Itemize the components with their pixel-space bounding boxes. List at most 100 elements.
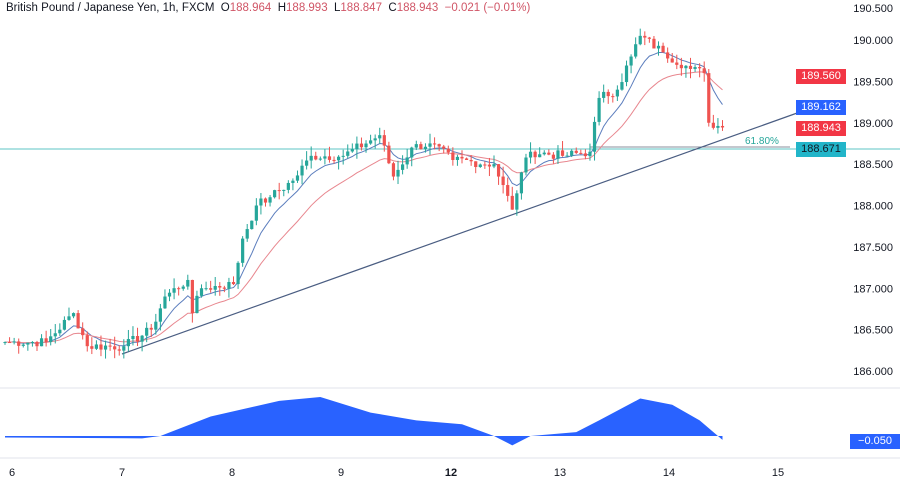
candle-body — [405, 157, 409, 165]
candle-body — [282, 189, 286, 191]
candle-body — [62, 319, 67, 330]
candle-body — [186, 279, 190, 287]
candle-body — [94, 344, 98, 349]
candle-body — [218, 286, 222, 288]
candle-body — [391, 163, 396, 177]
candle-body — [707, 73, 711, 123]
candle-body — [12, 341, 16, 343]
candle-body — [181, 286, 185, 289]
candle-body — [428, 143, 432, 147]
high-value: 188.993 — [286, 2, 328, 14]
candle-body — [277, 190, 281, 192]
candle-body — [533, 151, 537, 158]
candle-body — [117, 349, 121, 351]
slow-ma-line — [4, 71, 723, 344]
candle-body — [108, 345, 112, 347]
candle-body — [629, 56, 633, 66]
fib-level-label: 61.80% — [745, 136, 779, 147]
slow-ma-price-label: 189.560 — [796, 69, 846, 84]
candle-body — [3, 342, 7, 344]
y-tick-label: 188.000 — [853, 201, 893, 213]
candle-body — [327, 156, 332, 160]
candle-body — [656, 45, 661, 49]
candle-body — [81, 328, 85, 336]
candle-body — [538, 154, 542, 158]
candle-body — [442, 146, 446, 149]
candle-body — [414, 144, 418, 148]
candle-body — [145, 327, 149, 336]
candle-body — [597, 97, 601, 122]
candle-body — [551, 154, 555, 159]
candle-body — [579, 152, 583, 154]
candle-body — [515, 193, 519, 210]
symbol-title: British Pound / Japanese Yen, 1h, FXCM — [6, 2, 215, 14]
candle-body — [204, 288, 208, 290]
x-tick-label: 7 — [119, 467, 125, 479]
candle-body — [236, 262, 240, 285]
candle-body — [400, 164, 405, 170]
candle-body — [624, 65, 629, 83]
candle-body — [273, 190, 277, 198]
candle-body — [547, 152, 551, 155]
candle-body — [53, 333, 57, 337]
change-value: −0.021 (−0.01%) — [444, 2, 531, 14]
candle-body — [291, 180, 295, 183]
candle-body — [172, 288, 176, 293]
fast-ma-line — [4, 51, 723, 347]
candle-body — [369, 140, 373, 144]
candle-body — [26, 342, 30, 345]
candle-body — [615, 89, 619, 97]
candle-body — [44, 338, 48, 343]
candle-body — [131, 335, 135, 340]
candle-body — [611, 96, 615, 98]
x-tick-label: 14 — [663, 467, 675, 479]
candle-body — [378, 135, 382, 139]
candle-body — [684, 65, 688, 69]
candle-body — [693, 67, 697, 69]
y-tick-label: 190.500 — [853, 3, 893, 15]
candle-body — [199, 288, 204, 296]
candle-body — [85, 335, 89, 347]
candle-body — [661, 45, 665, 53]
symbol-legend: British Pound / Japanese Yen, 1h, FXCM O… — [6, 2, 530, 14]
candle-body — [300, 165, 304, 176]
candle-body — [469, 159, 473, 162]
candle-body — [524, 157, 528, 173]
candle-body — [149, 327, 153, 330]
candle-body — [227, 281, 231, 289]
y-tick-label: 186.500 — [853, 325, 893, 337]
high-label: H — [277, 2, 287, 14]
candle-body — [501, 176, 505, 186]
candle-body — [410, 147, 414, 158]
candle-body — [711, 122, 715, 128]
close-label: C — [388, 2, 397, 14]
candle-body — [542, 152, 546, 155]
candle-body — [314, 155, 318, 160]
last-price-label: 188.943 — [796, 121, 846, 136]
candle-body — [373, 138, 377, 141]
fib-price-label: 188.671 — [796, 142, 846, 157]
candle-body — [455, 156, 460, 160]
candle-body — [565, 155, 569, 157]
candle-body — [21, 344, 25, 346]
candle-body — [163, 296, 167, 309]
candle-body — [670, 58, 674, 63]
candle-body — [90, 346, 94, 349]
trend-line — [121, 101, 829, 355]
x-tick-label: 12 — [445, 467, 457, 479]
candle-body — [588, 151, 592, 157]
candle-body — [478, 164, 482, 168]
candle-body — [446, 148, 450, 153]
candle-body — [698, 67, 702, 69]
candle-body — [135, 335, 140, 342]
candle-body — [318, 158, 322, 160]
candle-body — [99, 344, 103, 350]
candle-body — [506, 185, 510, 196]
candle-body — [638, 35, 642, 45]
candle-body — [396, 169, 400, 177]
candle-body — [323, 156, 327, 159]
candle-body — [350, 149, 354, 152]
candle-body — [49, 336, 53, 343]
